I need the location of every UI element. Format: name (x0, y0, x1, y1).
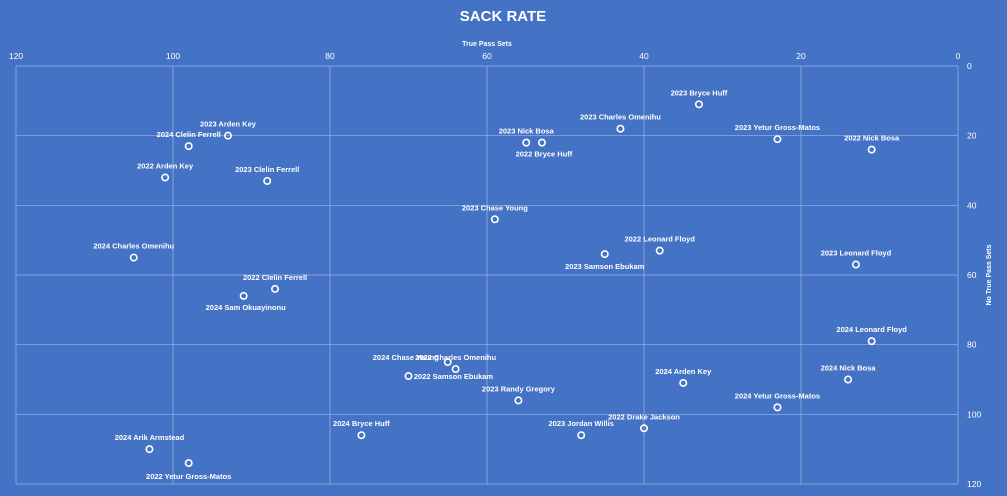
data-label: 2024 Charles Omenihu (93, 242, 174, 251)
data-point (514, 396, 523, 405)
data-point (145, 445, 154, 454)
x-tick-label: 120 (9, 51, 23, 61)
chart-title: SACK RATE (460, 8, 546, 25)
data-label: 2023 Bryce Huff (671, 88, 728, 97)
data-points (129, 100, 876, 468)
data-label: 2022 Leonard Floyd (624, 235, 695, 244)
x-axis-ticks: 120 100 80 60 40 20 0 (9, 51, 961, 61)
data-label: 2023 Chase Young (462, 203, 528, 212)
data-label: 2022 Samson Ebukam (414, 372, 494, 381)
data-label: 2023 Jordan Willis (549, 419, 614, 428)
y-tick-label: 40 (967, 200, 977, 210)
data-point (357, 431, 366, 440)
data-point (443, 358, 452, 367)
data-point (679, 378, 688, 387)
data-labels: 2023 Bryce Huff 2023 Charles Omenihu 2023 … (93, 88, 907, 481)
y-tick-label: 80 (967, 340, 977, 350)
data-label: 2023 Nick Bosa (499, 127, 555, 136)
y-axis-ticks: 0 20 40 60 80 100 120 (967, 61, 981, 489)
x-tick-label: 0 (956, 51, 961, 61)
data-label: 2024 Arden Key (655, 367, 712, 376)
data-point (851, 260, 860, 269)
data-point (451, 365, 460, 374)
data-label: 2023 Charles Omenihu (580, 113, 661, 122)
data-point (773, 403, 782, 412)
data-point (490, 215, 499, 224)
x-tick-label: 80 (325, 51, 335, 61)
data-label: 2023 Yetur Gross-Matos (735, 123, 820, 132)
data-point (867, 337, 876, 346)
data-point (844, 375, 853, 384)
data-label: 2024 Bryce Huff (333, 419, 390, 428)
data-point (773, 135, 782, 144)
data-label: 2024 Yetur Gross-Matos (735, 391, 820, 400)
data-label: 2024 Leonard Floyd (836, 325, 907, 334)
x-axis-title: True Pass Sets (462, 41, 512, 48)
data-point (655, 246, 664, 255)
data-label: 2023 Leonard Floyd (821, 249, 892, 258)
data-point (694, 100, 703, 109)
data-label: 2022 Charles Omenihu (415, 353, 496, 362)
y-tick-label: 60 (967, 270, 977, 280)
data-point (184, 459, 193, 468)
data-point (161, 173, 170, 182)
y-tick-label: 0 (967, 61, 972, 71)
data-point (271, 284, 280, 293)
data-label: 2022 Yetur Gross-Matos (146, 472, 231, 481)
x-tick-label: 40 (639, 51, 649, 61)
data-point (600, 250, 609, 259)
data-label: 2022 Bryce Huff (516, 150, 573, 159)
data-label: 2023 Randy Gregory (482, 384, 556, 393)
data-label: 2023 Arden Key (200, 120, 257, 129)
data-label: 2024 Arik Armstead (115, 433, 185, 442)
data-point (263, 176, 272, 185)
data-point (577, 431, 586, 440)
data-point (537, 138, 546, 147)
grid-lines (15, 65, 959, 485)
x-tick-label: 20 (796, 51, 806, 61)
y-tick-label: 120 (967, 479, 981, 489)
data-point (223, 131, 232, 140)
y-tick-label: 100 (967, 409, 981, 419)
y-axis-title: No True Pass Sets (986, 244, 993, 305)
data-point (129, 253, 138, 262)
data-label: 2024 Clelin Ferrell (157, 130, 221, 139)
x-tick-label: 100 (166, 51, 180, 61)
data-label: 2022 Arden Key (137, 161, 194, 170)
y-tick-label: 20 (967, 131, 977, 141)
x-tick-label: 60 (482, 51, 492, 61)
data-point (184, 142, 193, 151)
data-label: 2022 Nick Bosa (844, 134, 900, 143)
data-label: 2024 Chase Young (373, 353, 439, 362)
data-label: 2022 Clelin Ferrell (243, 273, 307, 282)
data-label: 2024 Nick Bosa (821, 364, 877, 373)
data-label: 2023 Clelin Ferrell (235, 165, 299, 174)
data-label: 2023 Samson Ebukam (565, 262, 645, 271)
data-point (404, 372, 413, 381)
data-label: 2024 Sam Okuayinonu (206, 303, 286, 312)
data-label: 2022 Drake Jackson (608, 412, 680, 421)
data-point (239, 291, 248, 300)
data-point (616, 124, 625, 133)
data-point (522, 138, 531, 147)
data-point (867, 145, 876, 154)
data-point (639, 424, 648, 433)
